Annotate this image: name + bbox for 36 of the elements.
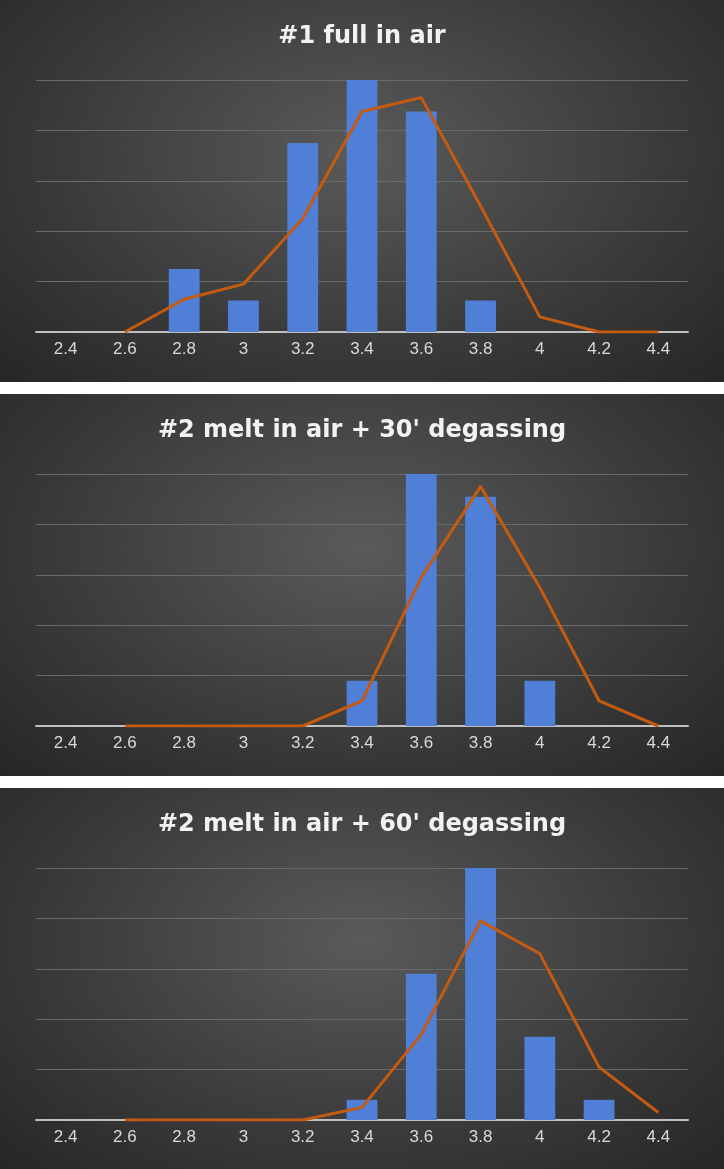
chart-title: #2 melt in air + 60' degassing [157,809,567,837]
x-tick-label: 4 [535,1127,545,1146]
x-tick-label: 4.2 [587,733,611,752]
x-tick-label: 3.6 [409,1127,434,1146]
x-tick-label: 3.4 [350,733,374,752]
x-tick-label: 3.4 [350,1127,374,1146]
chart-title: #2 melt in air + 30' degassing [157,415,567,443]
x-tick-label: 2.4 [53,339,78,358]
x-tick-label: 2.8 [172,1127,196,1146]
x-tick-label: 2.6 [113,733,137,752]
chart-title: #1 full in air [278,21,446,49]
x-tick-label: 3.6 [409,339,434,358]
x-tick-label: 3.6 [409,733,434,752]
x-tick-label: 3.2 [290,733,315,752]
x-tick-label: 4.4 [646,733,671,752]
x-tick-label: 3.2 [290,1127,315,1146]
x-tick-label: 4.2 [587,1127,611,1146]
x-tick-label: 2.4 [53,733,78,752]
x-tick-label: 3.8 [468,733,493,752]
x-tick-label: 3.8 [468,1127,493,1146]
x-tick-label: 2.4 [53,1127,78,1146]
x-tick-label: 2.8 [172,733,196,752]
x-tick-label: 3 [238,1127,249,1146]
x-tick-label: 3.4 [350,339,374,358]
x-tick-label: 4 [535,733,545,752]
x-tick-label: 4.4 [646,339,671,358]
x-tick-label: 3.2 [290,339,315,358]
x-tick-label: 2.8 [172,339,196,358]
x-tick-label: 4.2 [587,339,611,358]
x-tick-label: 4 [535,339,545,358]
x-tick-label: 3 [238,733,249,752]
x-tick-label: 4.4 [646,1127,671,1146]
x-tick-label: 2.6 [113,1127,137,1146]
x-tick-label: 3.8 [468,339,493,358]
x-tick-label: 2.6 [113,339,137,358]
x-tick-label: 3 [238,339,249,358]
